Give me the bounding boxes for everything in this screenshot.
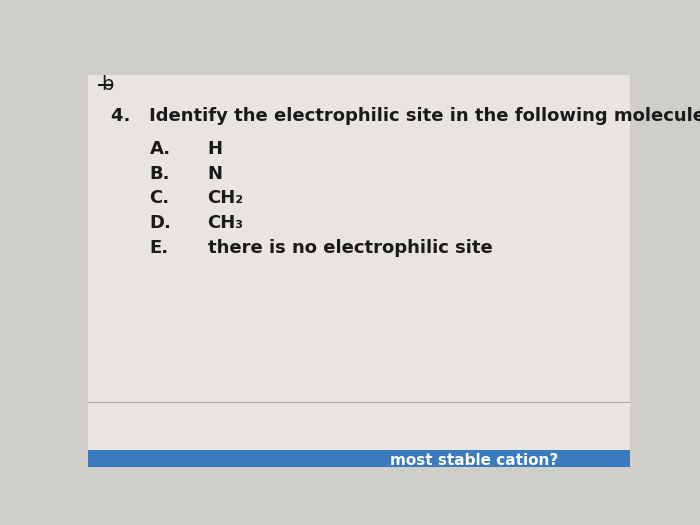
Text: A.: A.: [150, 140, 171, 158]
Text: C.: C.: [150, 190, 169, 207]
Text: most stable cation?: most stable cation?: [390, 453, 558, 468]
Text: CH₂: CH₂: [208, 190, 244, 207]
Text: CH₃: CH₃: [208, 214, 244, 232]
Text: H: H: [208, 140, 223, 158]
FancyBboxPatch shape: [88, 75, 630, 452]
Text: there is no electrophilic site: there is no electrophilic site: [208, 238, 492, 257]
Text: 4.   Identify the electrophilic site in the following molecule, CH₃CH₂NHCH₂CH₃.: 4. Identify the electrophilic site in th…: [111, 107, 700, 125]
FancyBboxPatch shape: [88, 450, 630, 467]
Text: E.: E.: [150, 238, 169, 257]
Text: D.: D.: [150, 214, 171, 232]
Text: N: N: [208, 165, 223, 183]
Text: B.: B.: [150, 165, 170, 183]
Text: b: b: [102, 75, 114, 93]
